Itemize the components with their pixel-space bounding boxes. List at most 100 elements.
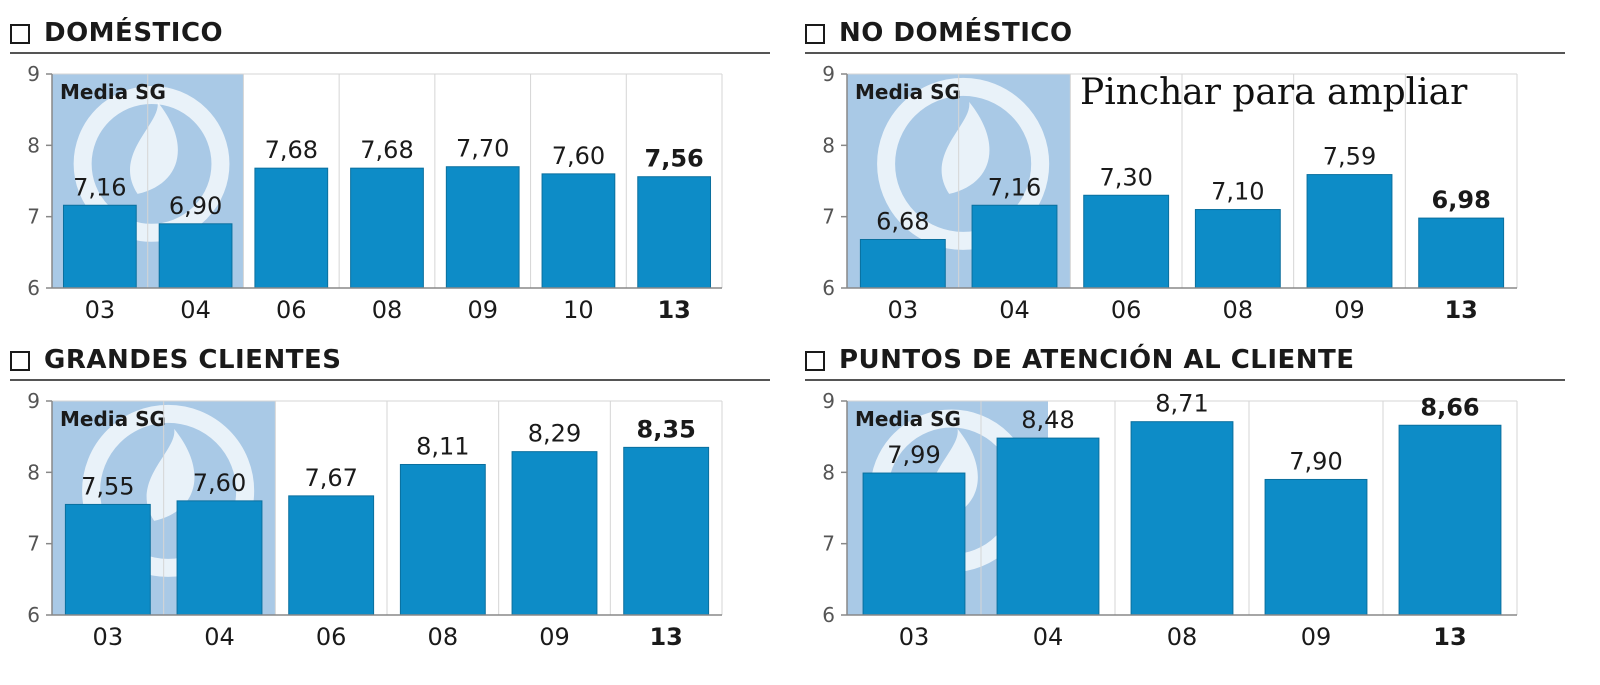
media-sg-label: Media SG	[855, 80, 961, 104]
bar-value-label: 6,68	[876, 207, 929, 235]
bar	[399, 463, 486, 616]
media-sg-label: Media SG	[855, 407, 961, 431]
bar	[637, 176, 712, 289]
x-tick-label: 06	[276, 296, 307, 324]
bar-value-label: 8,29	[528, 420, 581, 448]
y-tick-label: 8	[27, 133, 40, 157]
x-tick-label: 03	[888, 296, 919, 324]
y-tick-label: 7	[822, 205, 835, 229]
x-tick-label: 09	[539, 623, 570, 651]
x-tick-label: 04	[180, 296, 211, 324]
panel-title-bar: NO DOMÉSTICO	[805, 14, 1565, 54]
x-tick-label: 09	[1301, 623, 1332, 651]
panel-title-bar: PUNTOS DE ATENCIÓN AL CLIENTE	[805, 341, 1565, 381]
bar-value-label: 6,98	[1432, 186, 1491, 214]
bar	[288, 495, 375, 616]
x-tick-label: 08	[1223, 296, 1254, 324]
bar	[996, 437, 1100, 616]
logo-flame	[941, 101, 990, 194]
x-tick-label: 13	[1433, 623, 1466, 651]
x-tick-label: 09	[467, 296, 498, 324]
bar-value-label: 7,68	[265, 136, 318, 164]
bar-value-label: 7,59	[1323, 143, 1376, 171]
bar	[176, 500, 263, 616]
x-tick-label: 08	[372, 296, 403, 324]
x-tick-label: 08	[428, 623, 459, 651]
x-tick-label: 03	[93, 623, 124, 651]
bar-chart: Media SG 6 7 8 9 7,55 03 7,60 04 7,67 06 8,11 08 8,29…	[27, 389, 723, 651]
x-tick-label: 13	[649, 623, 682, 651]
y-tick-label: 9	[27, 62, 40, 86]
bar-value-label: 8,48	[1021, 406, 1074, 434]
bar	[64, 503, 151, 616]
media-logo-icon	[73, 85, 230, 242]
bar-value-label: 7,68	[360, 136, 413, 164]
chart-panel-puntos-atencion: PUNTOS DE ATENCIÓN AL CLIENTE Media SG 6 7…	[805, 327, 1575, 651]
bar	[1418, 217, 1505, 289]
bar-value-label: 6,90	[169, 192, 222, 220]
media-sg-label: Media SG	[60, 80, 166, 104]
panel-title: PUNTOS DE ATENCIÓN AL CLIENTE	[839, 345, 1355, 375]
x-tick-label: 13	[1444, 296, 1477, 324]
logo-flame	[146, 428, 195, 521]
panel-title-bar: DOMÉSTICO	[10, 14, 770, 54]
bar-value-label: 8,66	[1420, 393, 1479, 421]
y-tick-label: 8	[27, 460, 40, 484]
bar-value-label: 7,70	[456, 135, 509, 163]
bar-value-label: 8,35	[637, 415, 696, 443]
bar	[1306, 174, 1393, 289]
bar	[1398, 424, 1502, 616]
x-tick-label: 06	[316, 623, 347, 651]
enlarge-hint-text[interactable]: Pinchar para ampliar	[1080, 72, 1468, 113]
y-tick-label: 6	[27, 603, 40, 627]
checkbox-square-icon	[10, 351, 30, 371]
bar	[623, 446, 710, 616]
media-logo-icon	[82, 404, 255, 577]
bar-value-label: 8,11	[416, 432, 469, 460]
bar	[1083, 194, 1170, 289]
bar-value-label: 7,16	[988, 173, 1041, 201]
checkbox-square-icon	[805, 24, 825, 44]
x-tick-label: 13	[657, 296, 690, 324]
bar-value-label: 7,30	[1099, 163, 1152, 191]
bar-value-label: 7,67	[304, 464, 357, 492]
bar	[971, 204, 1058, 289]
bar-chart: Media SG 6 7 8 9 7,99 03 8,48 04 8,71 08 7,90 09 8,66…	[822, 389, 1518, 651]
checkbox-square-icon	[805, 351, 825, 371]
x-tick-label: 03	[85, 296, 116, 324]
chart-panel-domestico: DOMÉSTICO Media SG 6 7 8 9 7,16 03 6,90 04 7,68 06…	[10, 0, 780, 324]
y-tick-label: 6	[822, 603, 835, 627]
y-tick-label: 8	[822, 133, 835, 157]
panel-title: DOMÉSTICO	[44, 18, 224, 48]
y-tick-label: 7	[822, 532, 835, 556]
media-logo-icon	[877, 77, 1050, 250]
logo-flame	[130, 101, 178, 194]
x-tick-label: 06	[1111, 296, 1142, 324]
bar	[859, 238, 946, 289]
bar	[862, 472, 966, 616]
bar	[541, 173, 616, 289]
bar-value-label: 7,16	[73, 173, 126, 201]
logo-ring	[877, 77, 1050, 250]
logo-ring	[73, 85, 230, 242]
bar	[62, 204, 137, 289]
bar	[254, 167, 329, 289]
bar	[158, 223, 233, 289]
bar	[1130, 421, 1234, 616]
chart-panel-no-domestico: NO DOMÉSTICO Media SG 6 7 8 9 6,68 03 7,16 04 7,3…	[805, 0, 1575, 324]
bar	[350, 167, 424, 289]
panel-title-bar: GRANDES CLIENTES	[10, 341, 770, 381]
bar-value-label: 7,60	[552, 142, 605, 170]
bar-value-label: 7,55	[81, 472, 134, 500]
y-tick-label: 8	[822, 460, 835, 484]
y-tick-label: 9	[822, 389, 835, 413]
bar-value-label: 7,90	[1289, 447, 1342, 475]
panel-title: NO DOMÉSTICO	[839, 18, 1073, 48]
checkbox-square-icon	[10, 24, 30, 44]
bar	[1194, 209, 1281, 289]
media-sg-label: Media SG	[60, 407, 166, 431]
y-tick-label: 9	[27, 389, 40, 413]
y-tick-label: 6	[27, 276, 40, 300]
x-tick-label: 10	[563, 296, 594, 324]
bar-value-label: 7,56	[645, 145, 704, 173]
